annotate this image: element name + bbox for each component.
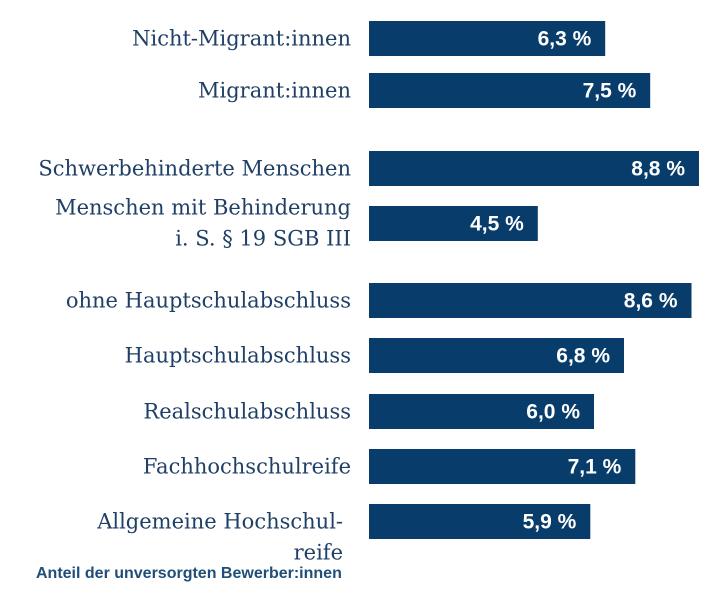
value-label-0: 6,3 % [538,28,592,51]
category-label-3-line-0: Menschen mit Behinderung [55,196,351,220]
category-label-0: Nicht-Migrant:innen [132,27,351,51]
category-label-8-line-0: Allgemeine Hochschul- [96,510,343,534]
value-label-8: 5,9 % [523,511,577,534]
bar-2 [369,151,699,186]
category-label-7: Fachhochschulreife [143,455,351,479]
bar-1 [369,73,651,108]
bar-6 [369,394,594,429]
value-label-7: 7,1 % [568,456,622,479]
value-label-4: 8,6 % [624,290,678,313]
category-label-3-line-1: i. S. § 19 SGB III [175,227,351,251]
bar-0 [369,21,606,56]
category-label-1: Migrant:innen [198,79,351,103]
value-label-2: 8,8 % [631,158,685,181]
chart-footnote: Anteil der unversorgten Bewerber:innen [36,565,342,582]
category-label-6: Realschulabschluss [143,400,351,424]
value-label-6: 6,0 % [526,401,580,424]
value-label-5: 6,8 % [556,345,610,368]
value-label-3: 4,5 % [470,213,524,236]
value-label-1: 7,5 % [583,80,637,103]
category-label-5: Hauptschulabschluss [125,344,351,368]
category-label-2: Schwerbehinderte Menschen [38,157,351,181]
bar-3 [369,206,538,241]
bar-7 [369,449,636,484]
bar-5 [369,338,624,373]
category-label-4: ohne Hauptschulabschluss [66,289,351,313]
category-label-8-line-1: reife [294,541,343,565]
bar-8 [369,504,591,539]
bar-4 [369,283,692,318]
